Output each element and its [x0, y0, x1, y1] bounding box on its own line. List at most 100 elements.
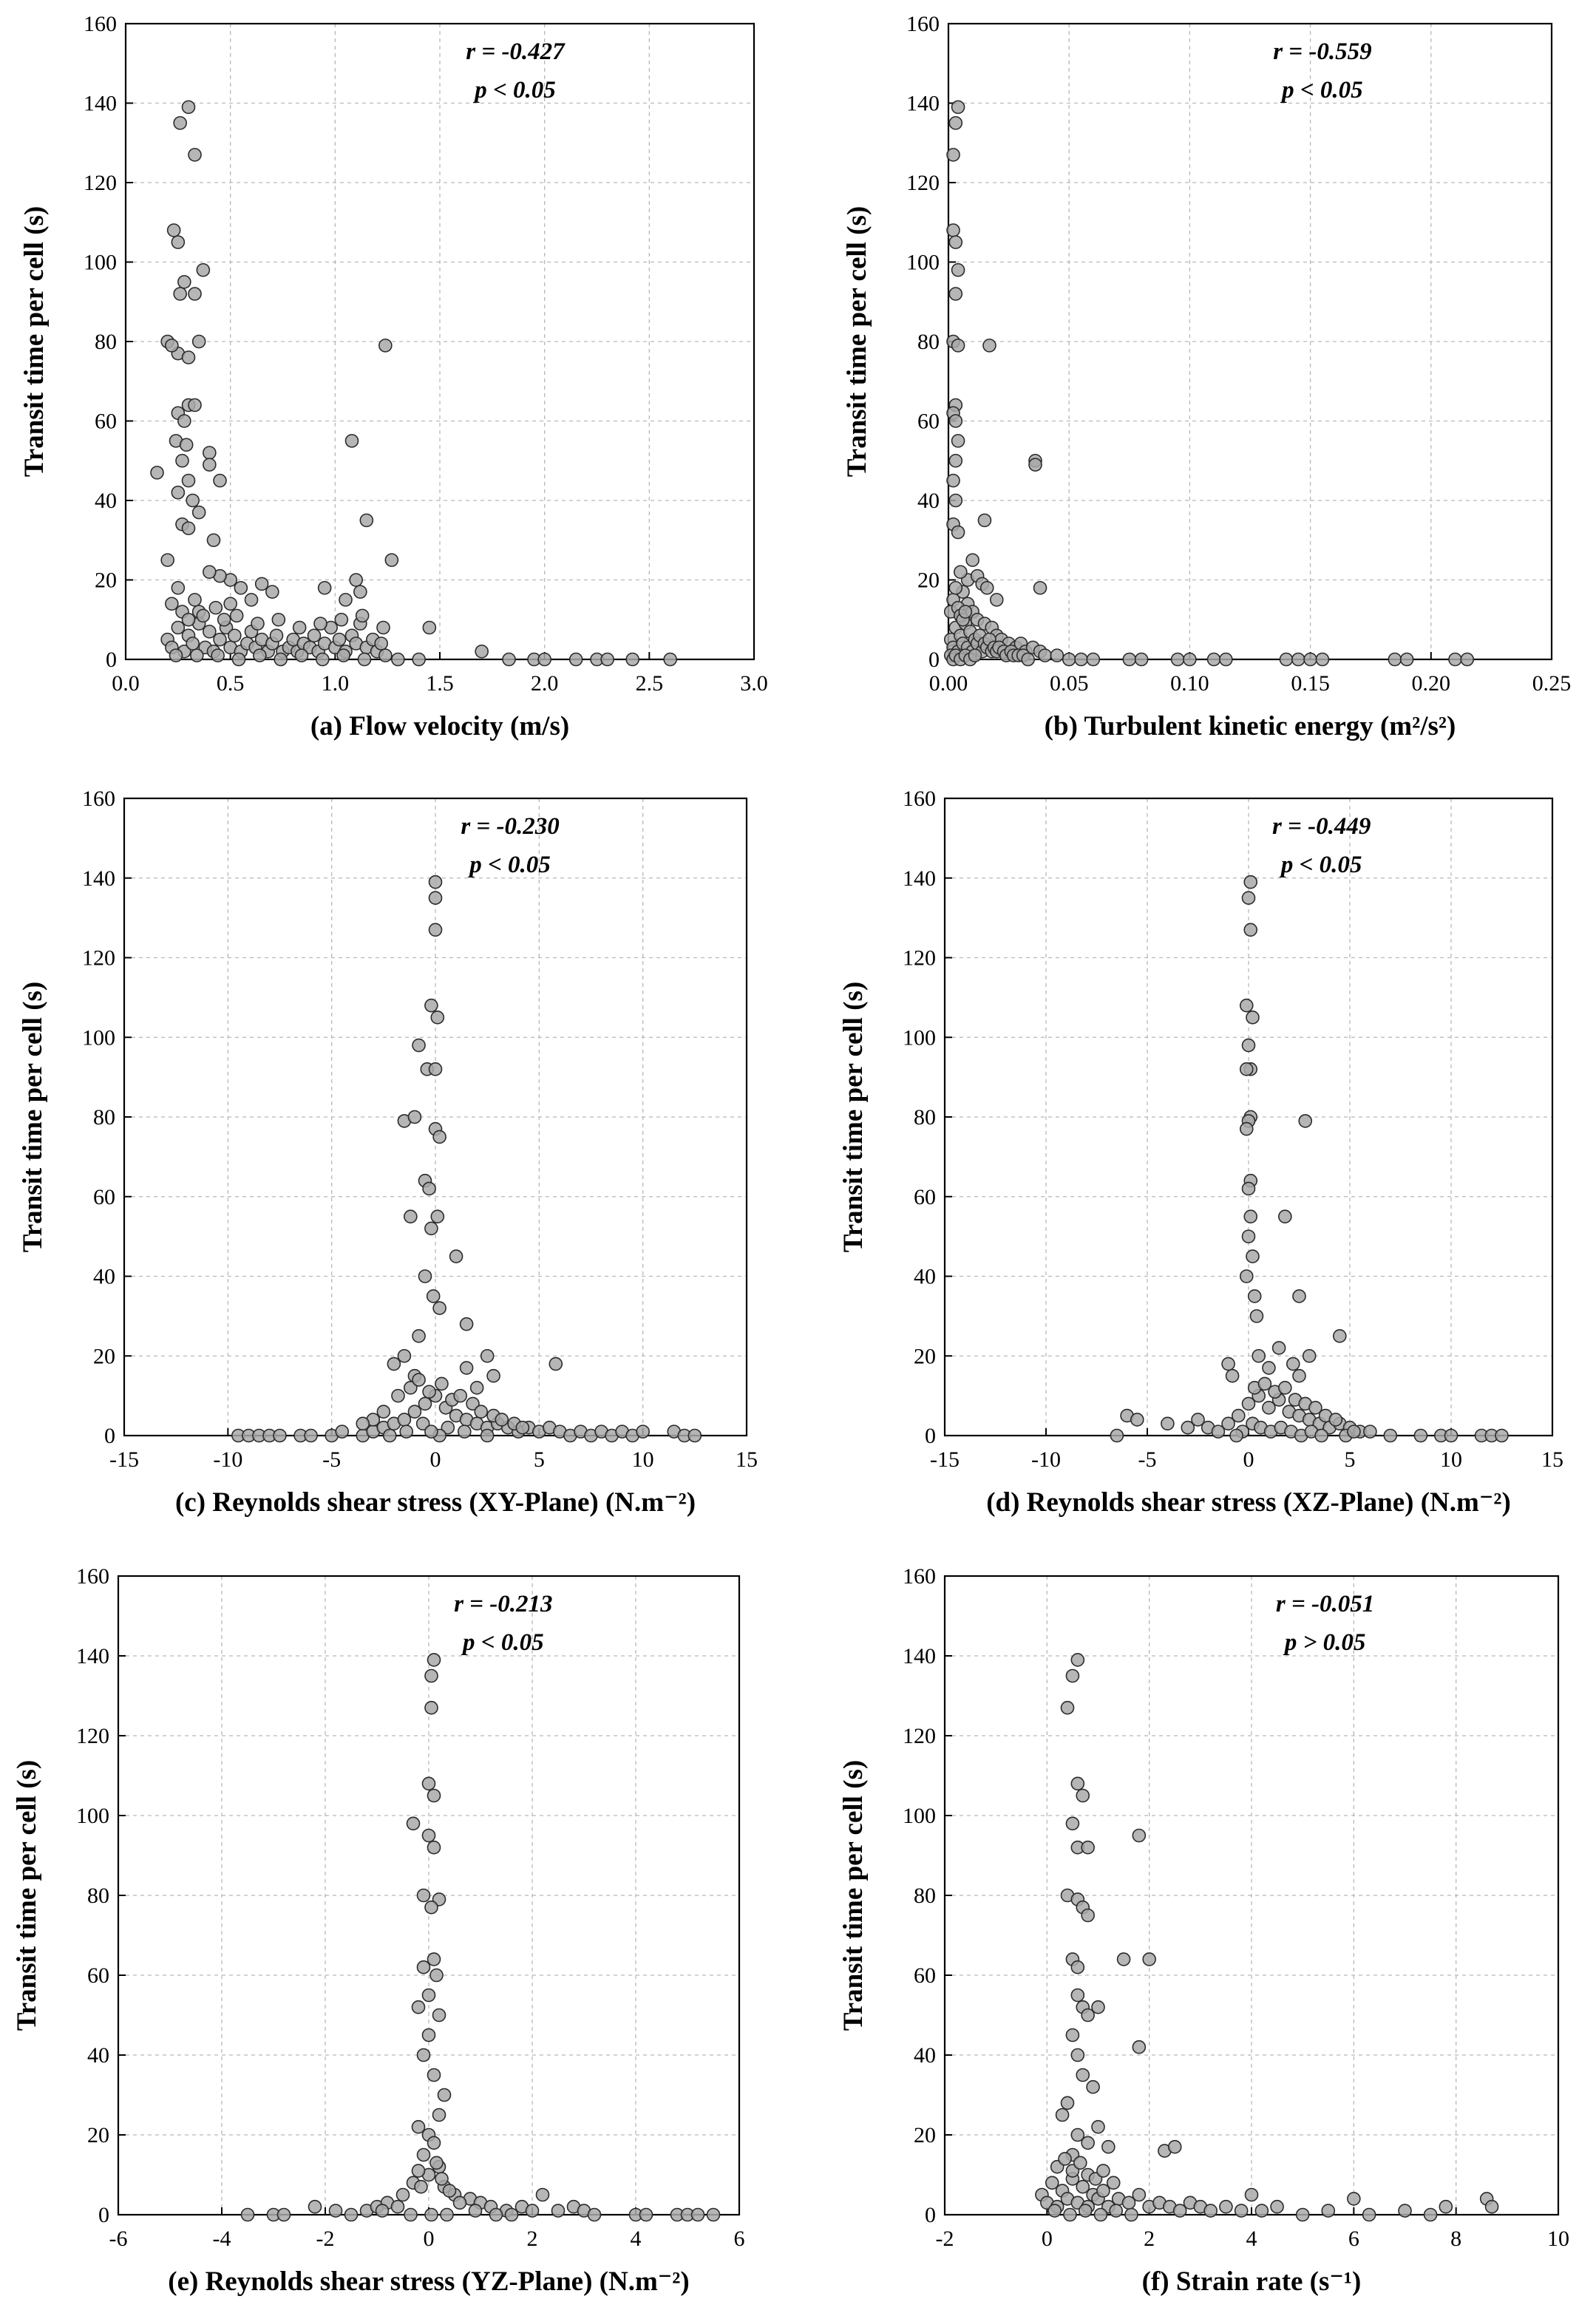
data-point: [276, 2207, 291, 2222]
y-tick-label: 100: [906, 251, 940, 275]
data-point: [1388, 652, 1402, 667]
data-point: [948, 580, 963, 595]
data-point: [1239, 998, 1254, 1013]
data-point: [424, 998, 438, 1013]
data-point: [1239, 1062, 1254, 1076]
data-point: [1333, 1329, 1347, 1343]
data-point: [1239, 1121, 1254, 1136]
data-point: [1270, 2199, 1284, 2214]
data-point: [1132, 2187, 1147, 2202]
data-point: [430, 1209, 445, 1223]
data-point: [165, 339, 179, 353]
data-point: [1302, 1348, 1317, 1363]
data-point: [1122, 652, 1137, 667]
y-axis-label: Transit time per cell (s): [18, 982, 48, 1252]
data-point: [1423, 2207, 1438, 2222]
x-tick-label: -5: [322, 1447, 341, 1472]
x-tick-label: 5: [1345, 1447, 1356, 1472]
data-point: [459, 1317, 474, 1331]
x-tick-label: 0: [1042, 2227, 1053, 2251]
data-point: [1308, 1400, 1322, 1415]
data-point: [1271, 1341, 1286, 1355]
data-point: [186, 636, 200, 651]
data-point: [177, 414, 191, 428]
data-point: [427, 1840, 441, 1855]
data-point: [407, 1405, 422, 1419]
data-point: [171, 580, 186, 595]
data-point: [429, 2156, 444, 2170]
data-point: [946, 223, 960, 237]
x-axis-label: (f) Strain rate (s⁻¹): [1142, 2266, 1362, 2297]
data-point: [203, 625, 217, 639]
data-point: [336, 648, 350, 662]
data-point: [427, 1952, 441, 1966]
data-point: [535, 2187, 550, 2202]
data-point: [223, 597, 237, 611]
data-point: [1076, 2179, 1090, 2194]
data-point: [240, 2207, 255, 2222]
data-point: [1298, 1114, 1313, 1128]
data-point: [421, 1988, 436, 2003]
data-point: [382, 1428, 397, 1443]
x-tick-label: 0.15: [1291, 671, 1330, 696]
x-tick-label: 0.00: [929, 671, 968, 696]
data-point: [432, 2108, 446, 2122]
y-tick-label: 120: [903, 1724, 936, 1748]
data-point: [549, 1356, 563, 1371]
data-point: [206, 533, 221, 548]
data-point: [269, 628, 284, 643]
p-value: p < 0.05: [1280, 77, 1363, 103]
data-point: [395, 2187, 410, 2202]
y-tick-label: 140: [903, 866, 936, 891]
chart-panel-b: 0 20 40 60 80 100 120 140 160 0.00 0.05 0.10 0.15 0.2…: [842, 12, 1571, 741]
data-point: [1249, 1309, 1264, 1323]
y-tick-label: 80: [917, 330, 940, 354]
data-point: [427, 2068, 441, 2082]
p-value: p < 0.05: [461, 1629, 544, 1656]
data-point: [1303, 652, 1317, 667]
data-point: [430, 1011, 445, 1025]
data-point: [1246, 1249, 1260, 1263]
data-point: [1130, 1413, 1144, 1427]
data-point: [1460, 652, 1475, 667]
y-tick-label: 40: [95, 489, 117, 513]
data-point: [228, 628, 242, 643]
data-point: [1170, 652, 1185, 667]
data-point: [1191, 1413, 1205, 1427]
data-point: [951, 262, 965, 277]
data-point: [1142, 1952, 1156, 1966]
data-point: [213, 632, 227, 647]
y-tick-label: 60: [914, 1185, 936, 1209]
data-point: [196, 262, 211, 277]
y-tick-label: 20: [914, 2123, 936, 2147]
data-point: [404, 1209, 418, 1223]
data-point: [165, 597, 179, 611]
data-point: [587, 2207, 602, 2222]
y-tick-label: 60: [95, 410, 117, 434]
data-point: [428, 923, 443, 937]
chart-panel-c: 0 20 40 60 80 100 120 140 160 -15 -10 -5 0 5 10 15 Trans…: [18, 787, 758, 1518]
y-axis-label: Transit time per cell (s): [842, 206, 872, 477]
data-point: [188, 398, 202, 412]
data-point: [1232, 1408, 1246, 1423]
data-point: [412, 652, 426, 667]
data-point: [954, 565, 968, 580]
x-tick-label: 5: [534, 1447, 545, 1472]
data-point: [1063, 2207, 1077, 2222]
data-point: [1292, 1289, 1306, 1303]
data-point: [1243, 923, 1258, 937]
data-point: [428, 1062, 443, 1076]
x-axis-label: (d) Reynolds shear stress (XZ-Plane) (N.…: [986, 1487, 1511, 1518]
data-point: [1070, 1960, 1085, 1974]
data-point: [474, 1405, 489, 1419]
data-point: [1254, 2204, 1269, 2218]
data-point: [244, 593, 259, 607]
data-point: [663, 652, 677, 667]
data-point: [706, 2207, 721, 2222]
data-point: [989, 593, 1004, 607]
data-point: [1279, 652, 1294, 667]
data-point: [334, 612, 349, 627]
data-point: [186, 493, 200, 508]
data-point: [418, 1269, 432, 1283]
